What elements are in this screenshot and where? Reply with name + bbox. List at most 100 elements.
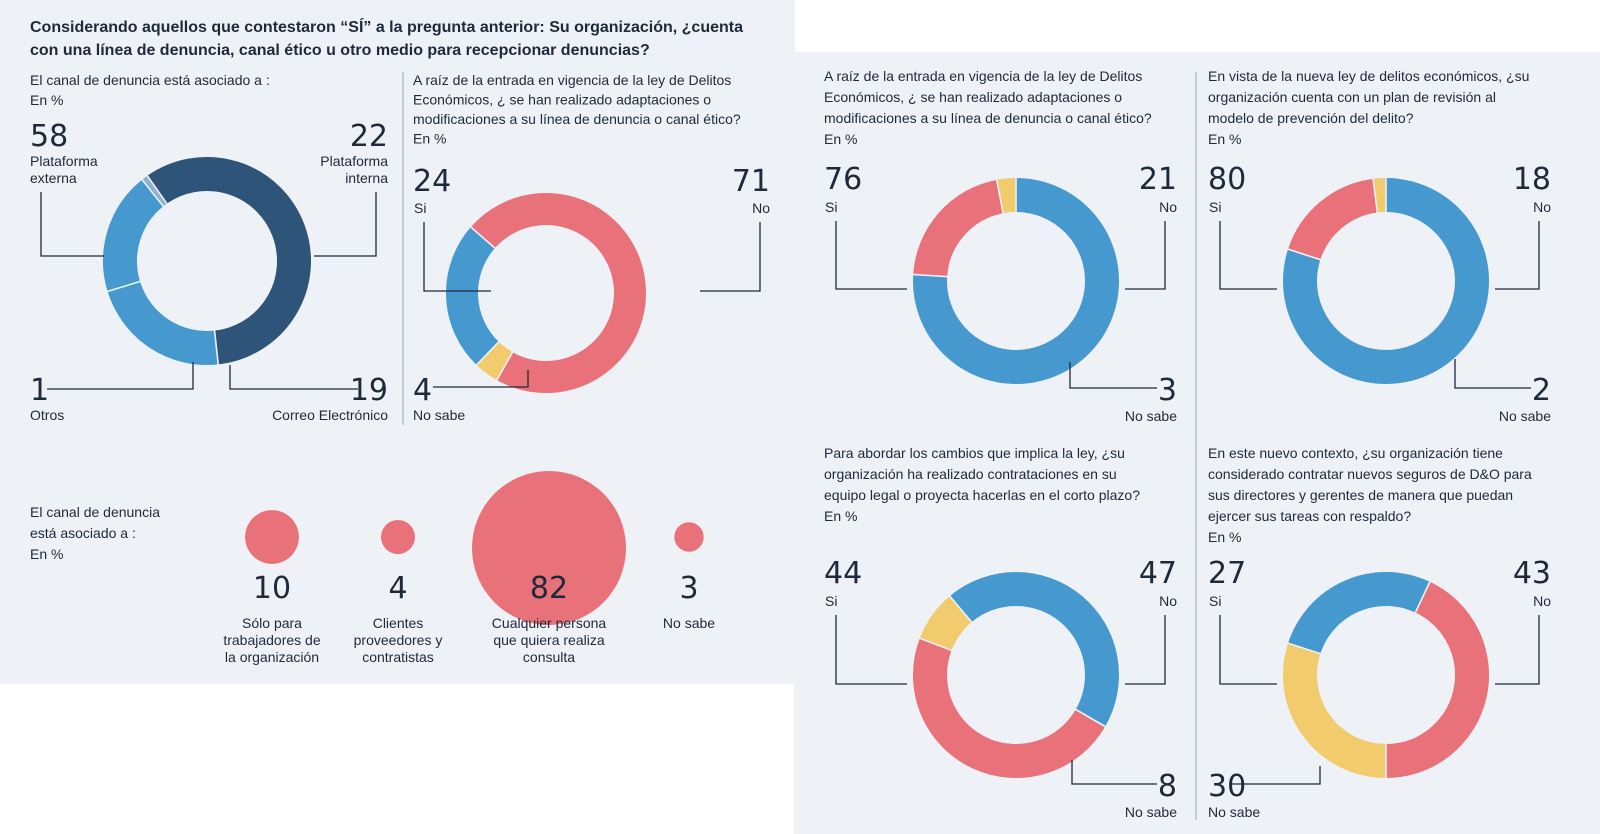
- c3-category-1-2: contratistas: [362, 649, 434, 665]
- c7-title-3: ejercer sus tareas con respaldo?: [1208, 508, 1411, 524]
- c7-label-no: No: [1533, 593, 1551, 609]
- c6-title-2: equipo legal o proyecta hacerlas en el c…: [824, 487, 1140, 503]
- c7-label-no-sabe: No sabe: [1208, 804, 1260, 820]
- c3-category-2-2: consulta: [523, 649, 575, 665]
- c4-value-no: 21: [1139, 162, 1177, 197]
- c5-value-no-sabe: 2: [1532, 373, 1551, 408]
- c7-value-si: 27: [1208, 556, 1246, 591]
- donut-slice-no: [470, 193, 646, 393]
- donut-slice-otros: [142, 175, 167, 207]
- donut-slice-no-sabe: [919, 596, 973, 652]
- c5-leader-no: [1495, 221, 1540, 290]
- c1-leader-interna: [314, 192, 377, 257]
- donut-slice-plataforma-interna: [107, 280, 219, 365]
- slice-separator: [146, 174, 169, 205]
- c6-leader-no-sabe: [1071, 760, 1157, 785]
- c4-label-no: No: [1159, 199, 1177, 215]
- header-line-2: con una línea de denuncia, canal ético u…: [30, 42, 650, 59]
- c5-value-no: 18: [1513, 162, 1551, 197]
- c1-leader-otros: [47, 362, 194, 390]
- c4-leader-si: [835, 221, 907, 290]
- c3-category-1-1: proveedores y: [354, 632, 443, 648]
- donut-slice-no: [1385, 581, 1489, 778]
- slice-separator: [495, 350, 514, 382]
- c6-label-no-sabe: No sabe: [1125, 804, 1177, 820]
- c1-value-otros: 1: [30, 373, 49, 408]
- c1-leader-externa: [40, 192, 104, 257]
- slice-separator: [1074, 708, 1107, 728]
- c2-value-no: 71: [732, 164, 770, 199]
- c4-leader-no-sabe: [1069, 362, 1157, 389]
- c5-value-si: 80: [1208, 162, 1246, 197]
- c3-title-0: El canal de denuncia: [30, 504, 160, 520]
- c1-label-plataforma-externa-1: externa: [30, 170, 77, 186]
- c7-title-1: considerado contratar nuevos seguros de …: [1208, 466, 1532, 482]
- c4-value-no-sabe: 3: [1158, 373, 1177, 408]
- donut-slice-no: [1288, 178, 1378, 261]
- donut-slice-si: [446, 227, 500, 365]
- c7-label-si: Si: [1209, 593, 1221, 609]
- bubble-1: [381, 520, 415, 554]
- c3-category-2-1: que quiera realiza: [493, 632, 605, 648]
- c1-label-otros-0: Otros: [30, 407, 64, 423]
- c5-leader-no-sabe: [1454, 359, 1531, 389]
- donut-slice-si: [1288, 572, 1430, 655]
- c3-category-2-0: Cualquier persona: [492, 615, 607, 631]
- slice-separator: [140, 178, 165, 208]
- c4-value-si: 76: [824, 162, 862, 197]
- c5-title-1: organización cuenta con un plan de revis…: [1208, 89, 1496, 105]
- c3-title-2: En %: [30, 546, 63, 562]
- header-line-1: Considerando aquellos que contestaron “S…: [30, 17, 743, 36]
- c7-value-no: 43: [1513, 556, 1551, 591]
- c1-label-plataforma-externa-0: Plataforma: [30, 153, 98, 169]
- c4-label-si: Si: [825, 199, 837, 215]
- c4-leader-no: [1125, 221, 1166, 290]
- c5-label-no-sabe: No sabe: [1499, 408, 1551, 424]
- c6-value-si: 44: [824, 556, 862, 591]
- c3-value-2: 82: [530, 571, 568, 606]
- slice-separator: [475, 340, 501, 367]
- c7-title-0: En este nuevo contexto, ¿su organización…: [1208, 445, 1503, 461]
- slice-separator: [995, 178, 1005, 215]
- slice-separator: [948, 594, 973, 624]
- c2-leader-si: [423, 222, 491, 292]
- donut-slice-plataforma-externa: [147, 157, 311, 365]
- c2-leader-no: [700, 222, 761, 292]
- c4-title-1: Económicos, ¿ se han realizado adaptacio…: [824, 89, 1122, 105]
- slice-separator: [912, 273, 949, 278]
- donut-slice-si: [913, 178, 1119, 384]
- donut-slice-no-sabe: [1373, 178, 1387, 213]
- c5-label-si: Si: [1209, 199, 1221, 215]
- c5-label-no: No: [1533, 199, 1551, 215]
- c5-title-0: En vista de la nueva ley de delitos econ…: [1208, 68, 1529, 84]
- slice-separator: [918, 637, 953, 652]
- c4-title-2: modificaciones a su línea de denuncia o …: [824, 110, 1152, 126]
- c1-label-plataforma-interna-1: interna: [345, 170, 388, 186]
- c1-label-plataforma-interna-0: Plataforma: [320, 153, 388, 169]
- c3-value-1: 4: [388, 571, 407, 606]
- c1-label-correo-0: Correo Electrónico: [272, 407, 388, 423]
- c7-title-2: sus directores y gerentes de manera que …: [1208, 487, 1513, 503]
- c2-value-si: 24: [413, 164, 451, 199]
- c2-title-3: En %: [413, 131, 446, 147]
- c6-value-no: 47: [1139, 556, 1177, 591]
- c2-title-2: modificaciones a su línea de denuncia o …: [413, 111, 741, 127]
- c6-title-1: organización ha realizado contrataciones…: [824, 466, 1117, 482]
- donut-slice-no: [913, 179, 1004, 278]
- bubble-3: [674, 522, 704, 552]
- c7-value-no-sabe: 30: [1208, 769, 1246, 804]
- c2-title-1: Económicos, ¿ se han realizado adaptacio…: [413, 92, 711, 108]
- c6-label-si: Si: [825, 593, 837, 609]
- bubble-2: [472, 471, 626, 625]
- donut-slice-no-sabe: [1283, 643, 1387, 778]
- c7-leader-si: [1219, 615, 1277, 685]
- c3-category-0-2: la organización: [225, 649, 319, 665]
- c1-leader-correo: [229, 365, 358, 390]
- donut-slice-si: [1283, 178, 1489, 384]
- slice-separator: [1414, 580, 1432, 614]
- c4-label-no-sabe: No sabe: [1125, 408, 1177, 424]
- c1-value-plataforma-interna: 22: [350, 119, 388, 154]
- slice-separator: [1286, 642, 1322, 655]
- charts-layer: El canal de denuncia está asociado a : En…: [30, 68, 1551, 820]
- c2-label-no-sabe: No sabe: [413, 407, 465, 423]
